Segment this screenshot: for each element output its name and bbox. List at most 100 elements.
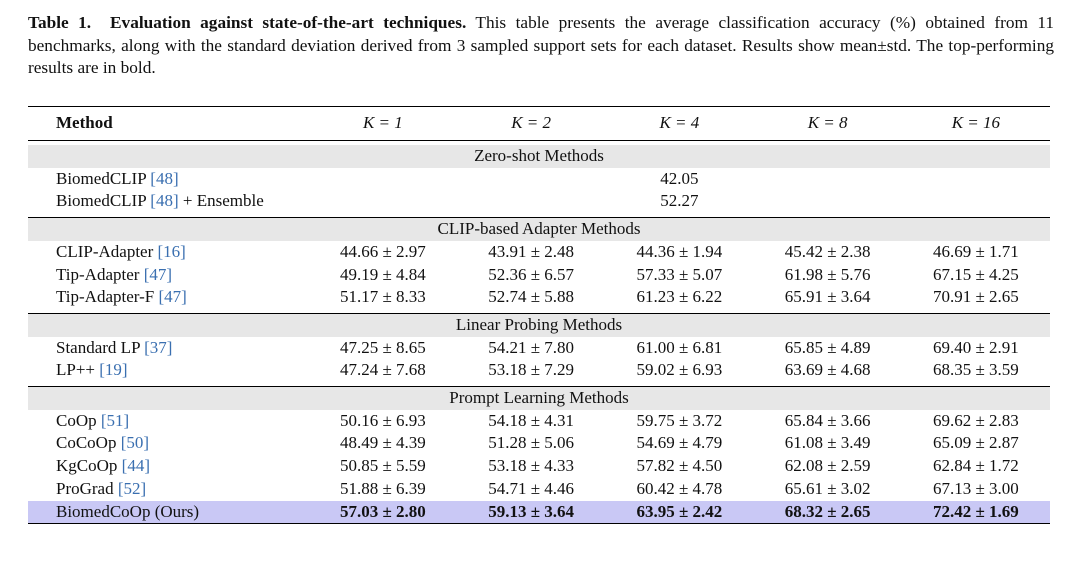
table-cell: 52.36 ± 6.57 (488, 264, 575, 284)
citation-link[interactable]: [48] (150, 168, 179, 188)
table-cell: 65.85 ± 4.89 (784, 337, 871, 357)
table-cell: 52.74 ± 5.88 (488, 287, 575, 307)
table-cell: 65.61 ± 3.02 (784, 478, 871, 498)
method-name: CoOp [51] (56, 410, 130, 430)
table-cell: 65.91 ± 3.64 (784, 287, 871, 307)
table-cell: 54.18 ± 4.31 (488, 410, 575, 430)
table-cell: 46.69 ± 1.71 (932, 241, 1019, 261)
table-row: CoOp [51] 50.16 ± 6.93 54.18 ± 4.31 59.75 ±… (28, 410, 1050, 433)
method-name: Tip-Adapter-F [47] (56, 287, 187, 307)
section-title: Zero-shot Methods (28, 145, 1050, 168)
table-cell: 72.42 ± 1.69 (901, 500, 1050, 525)
table-cell: 54.71 ± 4.46 (488, 478, 575, 498)
results-table: Method K = 1 K = 2 K = 4 K = 8 K = 16 Ze… (28, 106, 1050, 525)
table-cell: 62.08 ± 2.59 (784, 456, 871, 476)
caption-label: Table 1. (28, 13, 92, 32)
section-header-linear: Linear Probing Methods (28, 312, 1050, 337)
table-cell: 47.25 ± 8.65 (339, 337, 426, 357)
table-row: LP++ [19] 47.24 ± 7.68 53.18 ± 7.29 59.02 ±… (28, 359, 1050, 382)
table-cell: 44.66 ± 2.97 (339, 241, 426, 261)
table-cell: 61.08 ± 3.49 (784, 433, 871, 453)
table-cell: 51.88 ± 6.39 (339, 478, 426, 498)
table-cell: 68.35 ± 3.59 (932, 360, 1019, 380)
table-cell: 69.40 ± 2.91 (932, 337, 1019, 357)
table-cell: 42.05 (660, 168, 699, 188)
table-cell: 53.18 ± 7.29 (488, 360, 575, 380)
method-name: LP++ [19] (56, 360, 128, 380)
table-cell: 67.13 ± 3.00 (932, 478, 1019, 498)
citation-link[interactable]: [19] (99, 360, 128, 380)
table-row: BiomedCLIP [48] + Ensemble 52.27 (28, 190, 1050, 213)
section-header-adapter: CLIP-based Adapter Methods (28, 217, 1050, 241)
table-row: BiomedCLIP [48] 42.05 (28, 168, 1050, 191)
method-name: BiomedCLIP [48] (56, 168, 179, 188)
table-row: ProGrad [52] 51.88 ± 6.39 54.71 ± 4.46 60.4… (28, 478, 1050, 501)
table-cell: 57.03 ± 2.80 (308, 500, 457, 525)
citation-link[interactable]: [44] (121, 456, 150, 476)
citation-link[interactable]: [51] (100, 410, 130, 430)
section-title: Linear Probing Methods (28, 312, 1050, 337)
header-k4: K = 4 (659, 113, 700, 133)
table-cell: 65.09 ± 2.87 (932, 433, 1019, 453)
table-cell: 54.69 ± 4.79 (636, 433, 723, 453)
table-cell: 69.62 ± 2.83 (932, 410, 1019, 430)
citation-link[interactable]: [47] (143, 264, 173, 284)
table-cell: 48.49 ± 4.39 (339, 433, 426, 453)
caption-body: This table presents the average classifi… (28, 13, 1055, 77)
table-cell: 50.16 ± 6.93 (339, 410, 426, 430)
caption-title: Evaluation against state-of-the-art tech… (110, 13, 467, 32)
table-cell: 62.84 ± 1.72 (932, 456, 1019, 476)
header-k2: K = 2 (511, 113, 552, 133)
table-cell: 65.84 ± 3.66 (784, 410, 871, 430)
table-cell: 45.42 ± 2.38 (784, 241, 871, 261)
citation-link[interactable]: [47] (158, 287, 187, 307)
table-cell: 50.85 ± 5.59 (339, 456, 426, 476)
table-row: KgCoOp [44] 50.85 ± 5.59 53.18 ± 4.33 57.82… (28, 455, 1050, 478)
table-cell: 43.91 ± 2.48 (488, 241, 575, 261)
table-row: BiomedCoOp (Ours) 57.03 ± 2.80 59.13 ± 3.6… (28, 500, 1050, 525)
table-cell: 61.00 ± 6.81 (636, 337, 723, 357)
citation-link[interactable]: [52] (117, 478, 147, 498)
method-name: Tip-Adapter [47] (56, 264, 173, 284)
table-caption: Table 1. Evaluation against state-of-the… (28, 12, 1054, 80)
table-row: Tip-Adapter [47] 49.19 ± 4.84 52.36 ± 6.57… (28, 264, 1050, 287)
header-row: Method K = 1 K = 2 K = 4 K = 8 K = 16 (28, 106, 1050, 141)
section-header-zero-shot: Zero-shot Methods (28, 145, 1050, 168)
table-row: CLIP-Adapter [16] 44.66 ± 2.97 43.91 ± 2.4… (28, 241, 1050, 264)
table-cell: 44.36 ± 1.94 (636, 241, 723, 261)
citation-link[interactable]: [16] (157, 241, 186, 261)
section-title: Prompt Learning Methods (28, 386, 1050, 410)
citation-link[interactable]: [48] (150, 191, 179, 211)
table-row: Standard LP [37] 47.25 ± 8.65 54.21 ± 7.80… (28, 337, 1050, 360)
method-name: CoCoOp [50] (56, 433, 150, 453)
table-cell: 57.82 ± 4.50 (636, 456, 723, 476)
table-cell: 53.18 ± 4.33 (488, 456, 575, 476)
table-cell: 47.24 ± 7.68 (339, 360, 426, 380)
table-cell: 51.17 ± 8.33 (339, 287, 426, 307)
table-cell: 52.27 (660, 191, 699, 211)
method-name: KgCoOp [44] (56, 456, 150, 476)
header-k16: K = 16 (951, 113, 1001, 133)
table-cell: 61.98 ± 5.76 (784, 264, 871, 284)
citation-link[interactable]: [37] (144, 337, 173, 357)
table-cell: 54.21 ± 7.80 (488, 337, 575, 357)
method-name: CLIP-Adapter [16] (56, 241, 186, 261)
table-cell: 60.42 ± 4.78 (636, 478, 723, 498)
method-name: Standard LP [37] (56, 337, 173, 357)
citation-link[interactable]: [50] (120, 433, 150, 453)
section-title: CLIP-based Adapter Methods (28, 217, 1050, 241)
table-cell: 63.69 ± 4.68 (784, 360, 871, 380)
table-row: CoCoOp [50] 48.49 ± 4.39 51.28 ± 5.06 54.69… (28, 432, 1050, 455)
method-name: ProGrad [52] (56, 478, 147, 498)
table-row: Tip-Adapter-F [47] 51.17 ± 8.33 52.74 ± 5.… (28, 286, 1050, 309)
table-cell: 67.15 ± 4.25 (932, 264, 1019, 284)
table-cell: 68.32 ± 2.65 (753, 500, 902, 525)
table-cell: 59.13 ± 3.64 (456, 500, 606, 525)
header-k8: K = 8 (807, 113, 848, 133)
table-cell: 51.28 ± 5.06 (488, 433, 575, 453)
table-cell: 63.95 ± 2.42 (605, 500, 754, 525)
table-cell: 61.23 ± 6.22 (636, 287, 723, 307)
table-cell: 70.91 ± 2.65 (932, 287, 1019, 307)
table-cell: 59.02 ± 6.93 (636, 360, 723, 380)
table-cell: 49.19 ± 4.84 (339, 264, 426, 284)
